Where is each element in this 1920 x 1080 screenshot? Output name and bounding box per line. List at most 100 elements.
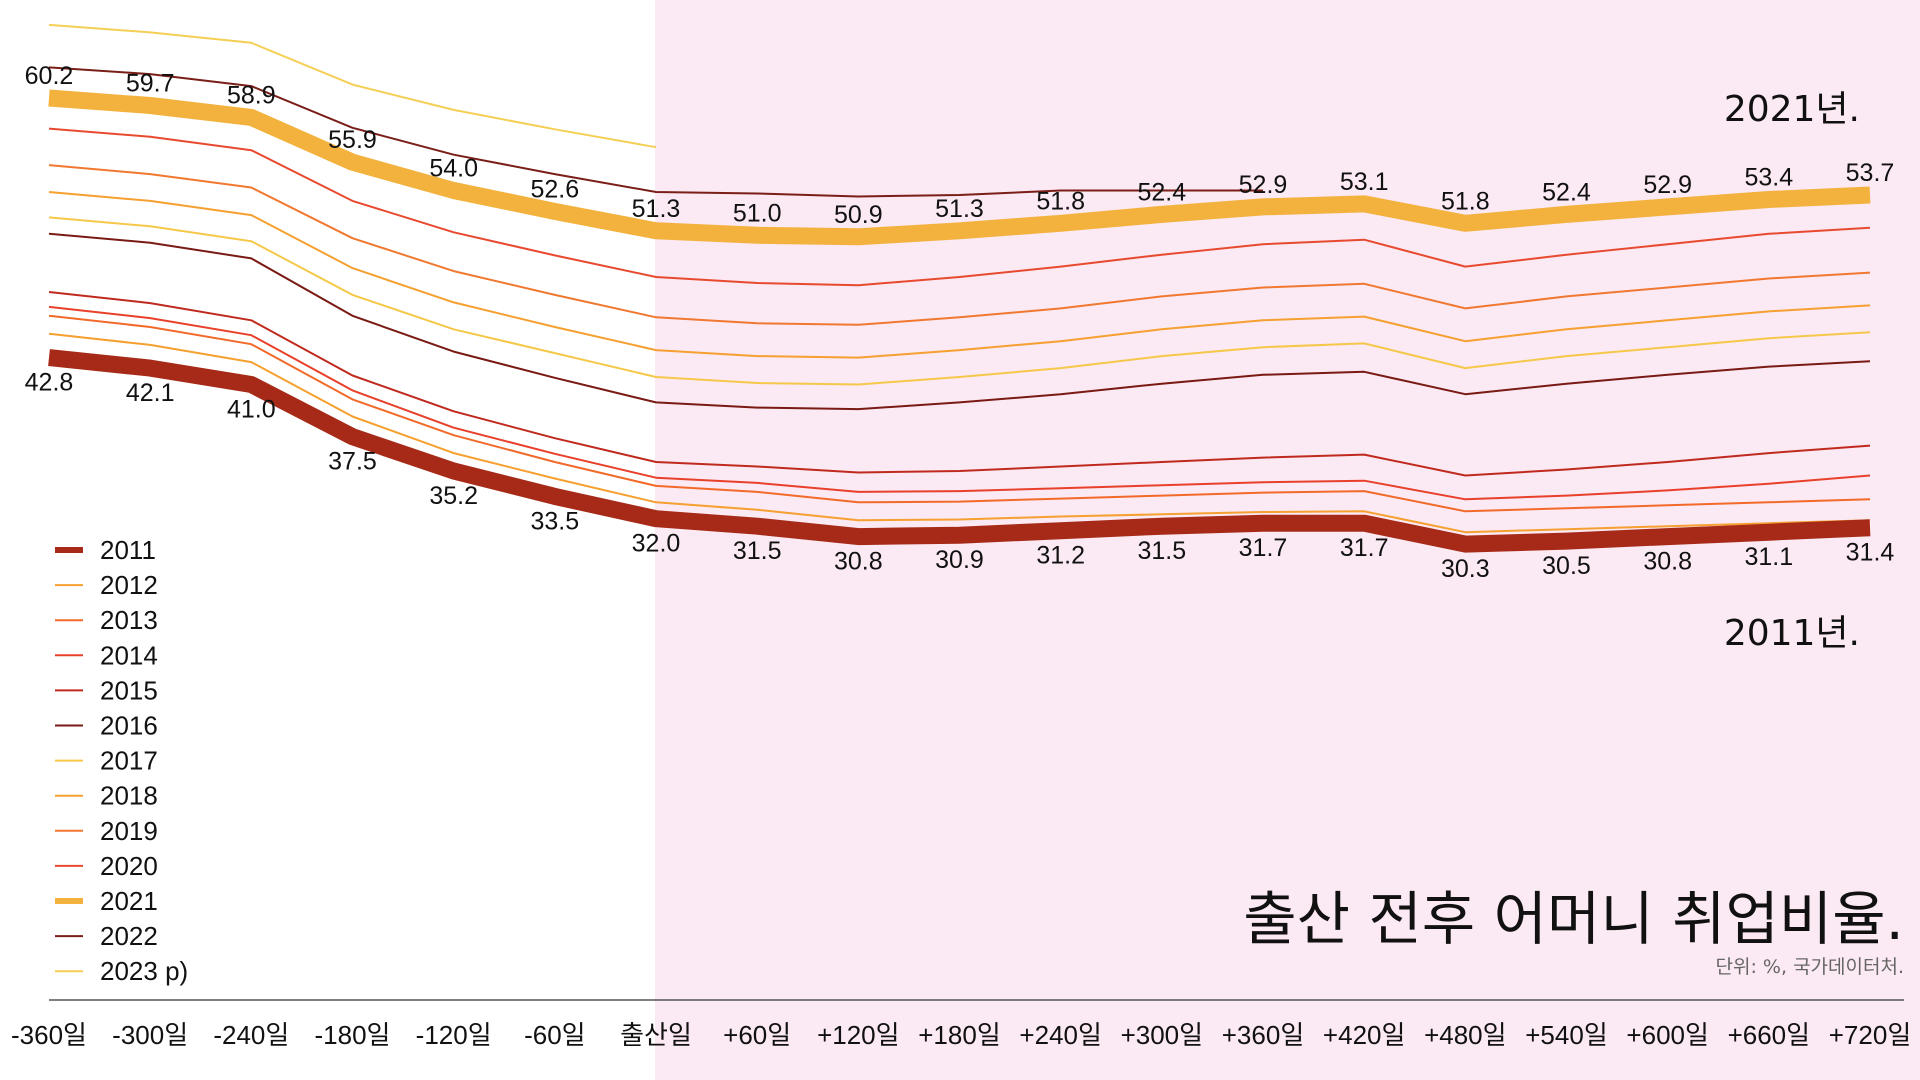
legend-label: 2022 [100,921,158,951]
series-line-2016 [48,232,1871,411]
data-label-2021: 50.9 [834,201,883,229]
series-line-2021 [48,89,1871,246]
series-lines [48,23,1871,553]
legend-item-2023p: 2023 p) [55,956,188,986]
data-label-2011: 31.5 [733,537,782,565]
series-line-2013 [48,314,1871,513]
data-label-2011: 30.8 [834,548,883,576]
legend-label: 2018 [100,781,158,811]
legend-label: 2020 [100,851,158,881]
legend-item-2015: 2015 [55,675,158,705]
series-line-2015 [48,291,1871,477]
data-label-2011: 31.5 [1137,537,1186,565]
x-tick-label: +600일 [1626,1020,1708,1050]
legend: 2011 2012 2013 2014 2015 2016 2017 2018 2019 2020… [55,535,188,986]
x-tick-label: -120일 [416,1020,492,1050]
x-tick-label: -240일 [213,1020,289,1050]
legend-label: 2017 [100,746,158,776]
legend-item-2017: 2017 [55,746,158,776]
x-tick-label: +300일 [1121,1020,1203,1050]
x-tick-label: -360일 [11,1020,87,1050]
chart-subtitle: 단위: %, 국가데이터처. [1715,956,1904,978]
x-tick-label: +60일 [723,1020,791,1050]
legend-item-2011: 2011 [55,535,156,565]
x-tick-label: +420일 [1323,1020,1405,1050]
legend-label: 2013 [100,605,158,635]
x-tick-label: +360일 [1222,1020,1304,1050]
x-tick-label: -300일 [112,1020,188,1050]
x-tick-label: +660일 [1728,1020,1810,1050]
data-labels: 42.8 42.1 41.0 37.5 35.2 33.5 32.0 31.5 30.8 30.9… [25,62,1895,583]
data-label-2011: 30.9 [935,546,984,574]
data-label-2011: 42.1 [126,379,175,407]
data-label-2021: 52.6 [530,175,579,203]
legend-item-2014: 2014 [55,640,158,670]
legend-label: 2012 [100,570,158,600]
series-line-2020 [48,127,1871,287]
data-label-2021: 53.1 [1340,168,1389,196]
data-label-2011: 30.3 [1441,555,1490,583]
data-label-2021: 52.4 [1137,178,1186,206]
data-label-2011: 37.5 [328,448,377,476]
annotation-2021: 2021년. [1723,89,1860,130]
data-label-2011: 31.4 [1846,539,1895,567]
legend-item-2018: 2018 [55,781,158,811]
x-tick-label: +180일 [918,1020,1000,1050]
series-line-2018 [48,191,1871,359]
legend-label: 2019 [100,816,158,846]
legend-item-2016: 2016 [55,711,158,741]
data-label-2021: 52.4 [1542,178,1591,206]
legend-item-2019: 2019 [55,816,158,846]
data-label-2011: 30.5 [1542,552,1591,580]
x-tick-label: +540일 [1525,1020,1607,1050]
legend-item-2020: 2020 [55,851,158,881]
x-axis-tick-labels: -360일 -300일 -240일 -180일 -120일 -60일 출산일 +60일 +120… [11,1020,1911,1050]
data-label-2021: 51.8 [1441,187,1490,215]
series-line-2011 [48,349,1871,553]
series-line-2014 [48,305,1871,501]
data-label-2021: 59.7 [126,69,175,97]
series-line-2019 [48,164,1871,326]
series-line-2023p [48,23,657,149]
x-tick-label: +480일 [1424,1020,1506,1050]
data-label-2011: 31.7 [1239,534,1288,562]
data-label-2021: 53.4 [1744,163,1793,191]
data-label-2011: 30.8 [1643,548,1692,576]
legend-item-2022: 2022 [55,921,158,951]
data-label-2021: 53.7 [1846,159,1895,187]
data-label-2011: 41.0 [227,395,276,423]
data-label-2021: 58.9 [227,81,276,109]
series-line-2017 [48,216,1871,386]
data-label-2021: 54.0 [429,155,478,183]
x-tick-label: +240일 [1019,1020,1101,1050]
x-tick-label: +120일 [817,1020,899,1050]
data-label-2011: 31.1 [1744,543,1793,571]
data-label-2021: 60.2 [25,62,74,90]
annotation-2011: 2011년. [1723,613,1860,654]
legend-item-2013: 2013 [55,605,158,635]
data-label-2021: 51.3 [935,195,984,223]
data-label-2011: 42.8 [25,369,74,397]
series-line-2022 [48,66,1263,198]
data-label-2021: 51.3 [632,195,681,223]
data-label-2011: 32.0 [632,530,681,558]
data-label-2011: 33.5 [530,507,579,535]
legend-label: 2015 [100,675,158,705]
x-tick-label: -180일 [315,1020,391,1050]
legend-label: 2016 [100,711,158,741]
legend-label: 2023 p) [100,956,188,986]
x-tick-label: 출산일 [620,1020,692,1050]
data-label-2021: 52.9 [1643,171,1692,199]
data-label-2021: 55.9 [328,126,377,154]
data-label-2021: 51.8 [1036,187,1085,215]
legend-label: 2021 [100,886,158,916]
legend-label: 2014 [100,640,158,670]
x-tick-label: +720일 [1829,1020,1911,1050]
data-label-2021: 51.0 [733,199,782,227]
x-tick-label: -60일 [524,1020,586,1050]
data-label-2021: 52.9 [1239,171,1288,199]
chart-title: 출산 전후 어머니 취업비율. [1243,885,1904,953]
data-label-2011: 31.7 [1340,534,1389,562]
series-line-2012 [48,332,1871,534]
